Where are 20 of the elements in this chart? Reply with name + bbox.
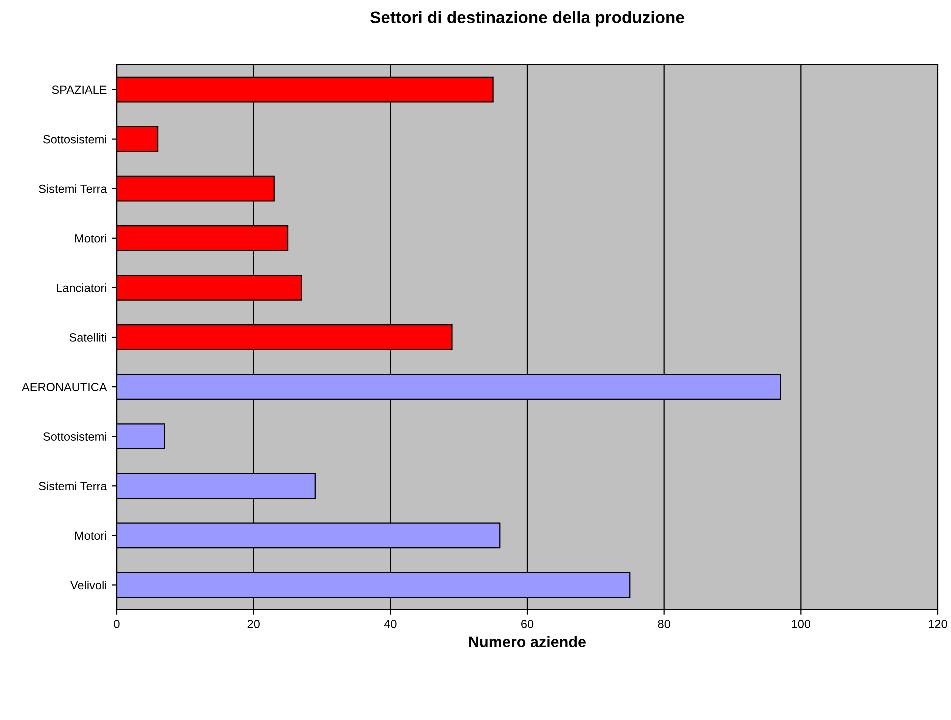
y-tick-label: Sottosistemi xyxy=(44,432,106,441)
y-tick-label: SPAZIALE xyxy=(52,86,107,94)
y-tick-label: Sistemi Terra xyxy=(39,184,108,194)
x-axis-title: Numero aziende xyxy=(470,636,586,648)
x-tick-label: 40 xyxy=(384,620,397,628)
x-tick-label: 60 xyxy=(522,620,534,628)
y-tick-label: Sottosistemi xyxy=(44,135,106,144)
y-tick-label: Satelliti xyxy=(70,333,106,342)
y-tick-label: AERONAUTICA xyxy=(22,383,108,392)
y-tick-label: Motori xyxy=(75,234,106,243)
y-tick-label: Sistemi Terra xyxy=(39,482,108,491)
y-tick-label: Motori xyxy=(75,531,106,540)
x-tick-label: 100 xyxy=(792,620,811,628)
y-tick-label: Lanciatori xyxy=(57,284,106,292)
x-tick-label: 0 xyxy=(114,620,120,628)
x-tick-label: 20 xyxy=(248,620,260,628)
y-tick-label: Velivoli xyxy=(70,580,106,590)
x-tick-label: 80 xyxy=(658,620,670,628)
chart-title: Settori di destinazione della produzione xyxy=(370,11,684,27)
x-tick-label: 120 xyxy=(929,620,948,628)
